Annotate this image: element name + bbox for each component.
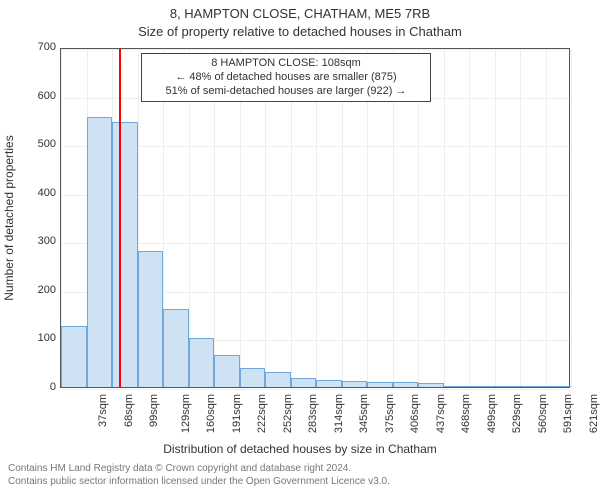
property-marker-line [119,49,121,387]
histogram-bar [61,326,87,387]
chart-title-address: 8, HAMPTON CLOSE, CHATHAM, ME5 7RB [0,6,600,21]
gridline-vertical [546,49,547,387]
y-axis-label: Number of detached properties [2,135,16,300]
histogram-bar [495,386,521,387]
histogram-bar [520,386,546,387]
x-tick-label: 314sqm [333,394,345,433]
gridline-horizontal [61,49,569,50]
x-tick-label: 68sqm [123,394,135,427]
histogram-bar [316,380,342,387]
x-tick-label: 160sqm [205,394,217,433]
x-tick-label: 37sqm [97,394,109,427]
histogram-bar [444,386,470,387]
x-tick-label: 468sqm [460,394,472,433]
y-tick-label: 600 [16,90,56,102]
chart-title-subtitle: Size of property relative to detached ho… [0,24,600,39]
x-tick-label: 529sqm [511,394,523,433]
x-tick-label: 283sqm [307,394,319,433]
histogram-bar [342,381,368,387]
gridline-vertical [520,49,521,387]
y-tick-label: 200 [16,284,56,296]
y-tick-label: 300 [16,235,56,247]
annotation-line: 8 HAMPTON CLOSE: 108sqm [148,57,424,71]
histogram-bar [240,368,266,387]
y-tick-label: 100 [16,332,56,344]
annotation-box: 8 HAMPTON CLOSE: 108sqm← 48% of detached… [141,53,431,102]
chart-plot-area: 8 HAMPTON CLOSE: 108sqm← 48% of detached… [60,48,570,388]
y-tick-label: 0 [16,381,56,393]
y-tick-label: 700 [16,41,56,53]
footer-line-1: Contains HM Land Registry data © Crown c… [8,462,390,475]
x-tick-label: 375sqm [384,394,396,433]
y-tick-label: 500 [16,138,56,150]
gridline-vertical [571,49,572,387]
histogram-bar [189,338,215,387]
histogram-bar [138,251,164,387]
histogram-bar [546,386,572,387]
gridline-vertical [444,49,445,387]
x-tick-label: 621sqm [588,394,600,433]
x-tick-label: 591sqm [562,394,574,433]
histogram-bar [214,355,240,387]
x-tick-label: 345sqm [358,394,370,433]
x-tick-label: 191sqm [231,394,243,433]
annotation-line: 51% of semi-detached houses are larger (… [148,85,424,99]
histogram-bar [291,378,317,387]
gridline-vertical [469,49,470,387]
x-tick-label: 252sqm [282,394,294,433]
histogram-bar [163,309,189,387]
x-tick-label: 222sqm [256,394,268,433]
x-tick-label: 499sqm [486,394,498,433]
histogram-bar [112,122,138,387]
x-tick-label: 129sqm [180,394,192,433]
histogram-bar [393,382,419,387]
chart-footer: Contains HM Land Registry data © Crown c… [8,462,390,488]
histogram-bar [418,383,444,387]
gridline-vertical [495,49,496,387]
y-tick-label: 400 [16,187,56,199]
x-tick-label: 437sqm [435,394,447,433]
histogram-bar [265,372,291,387]
histogram-bar [367,382,393,387]
annotation-line: ← 48% of detached houses are smaller (87… [148,71,424,85]
x-axis-label: Distribution of detached houses by size … [0,442,600,456]
x-tick-label: 560sqm [537,394,549,433]
x-tick-label: 406sqm [409,394,421,433]
gridline-horizontal [61,389,569,390]
histogram-bar [87,117,113,387]
x-tick-label: 99sqm [148,394,160,427]
footer-line-2: Contains public sector information licen… [8,475,390,488]
histogram-bar [469,386,495,387]
